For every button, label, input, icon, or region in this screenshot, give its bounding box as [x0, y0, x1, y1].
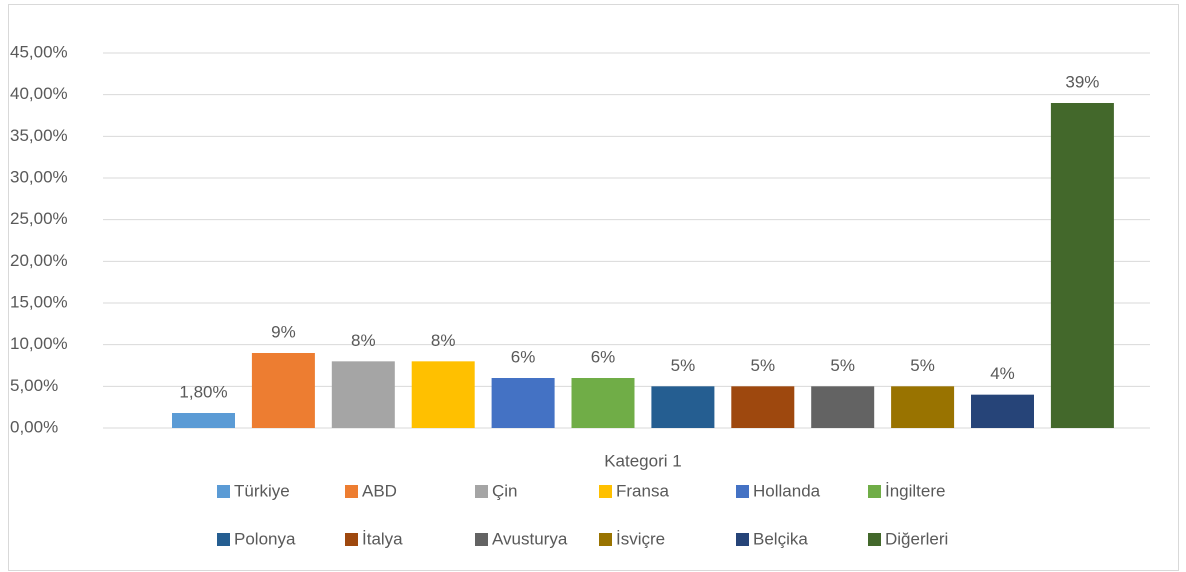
legend-label: Çin — [492, 481, 518, 500]
legend-label: İsviçre — [616, 529, 665, 548]
legend-swatch — [868, 485, 881, 498]
data-label: 6% — [511, 347, 536, 366]
data-label: 9% — [271, 322, 296, 341]
legend-label: ABD — [362, 481, 397, 500]
bar — [331, 361, 395, 428]
bar — [651, 386, 715, 428]
legend-label: Avusturya — [492, 529, 568, 548]
x-tick-label: Kategori 1 — [604, 451, 682, 470]
bar — [731, 386, 795, 428]
y-tick-label: 30,00% — [10, 167, 68, 186]
bar — [251, 353, 315, 428]
legend-swatch — [868, 533, 881, 546]
legend-swatch — [217, 485, 230, 498]
data-label: 8% — [351, 331, 376, 350]
y-tick-label: 25,00% — [10, 209, 68, 228]
y-tick-label: 0,00% — [10, 417, 58, 436]
bar — [411, 361, 475, 428]
legend-swatch — [599, 533, 612, 546]
bar — [491, 378, 555, 428]
y-tick-label: 40,00% — [10, 84, 68, 103]
legend-label: Türkiye — [234, 481, 290, 500]
legend-label: Hollanda — [753, 481, 821, 500]
legend-label: İngiltere — [885, 481, 945, 500]
legend-label: Diğerleri — [885, 529, 948, 548]
legend-swatch — [217, 533, 230, 546]
bar — [172, 413, 235, 428]
y-tick-label: 5,00% — [10, 376, 58, 395]
data-label: 4% — [990, 364, 1015, 383]
legend-swatch — [599, 485, 612, 498]
y-tick-label: 35,00% — [10, 126, 68, 145]
data-label: 6% — [591, 347, 616, 366]
data-label: 1,80% — [179, 382, 227, 401]
legend-label: İtalya — [362, 529, 403, 548]
y-tick-label: 10,00% — [10, 334, 68, 353]
bar — [891, 386, 955, 428]
legend-swatch — [736, 485, 749, 498]
data-label: 5% — [830, 356, 855, 375]
legend-label: Fransa — [616, 481, 669, 500]
legend-swatch — [475, 533, 488, 546]
legend-swatch — [345, 533, 358, 546]
bar — [1050, 103, 1114, 428]
y-tick-label: 45,00% — [10, 42, 68, 61]
data-label: 39% — [1065, 72, 1099, 91]
y-tick-label: 15,00% — [10, 292, 68, 311]
y-tick-label: 20,00% — [10, 251, 68, 270]
data-label: 5% — [910, 356, 935, 375]
legend-swatch — [345, 485, 358, 498]
legend-swatch — [736, 533, 749, 546]
legend-swatch — [475, 485, 488, 498]
data-label: 8% — [431, 331, 456, 350]
bar — [571, 378, 635, 428]
data-label: 5% — [751, 356, 776, 375]
bar — [971, 394, 1034, 428]
data-label: 5% — [671, 356, 696, 375]
bar — [811, 386, 875, 428]
chart-border — [8, 4, 1179, 571]
legend-label: Belçika — [753, 529, 808, 548]
legend-label: Polonya — [234, 529, 296, 548]
